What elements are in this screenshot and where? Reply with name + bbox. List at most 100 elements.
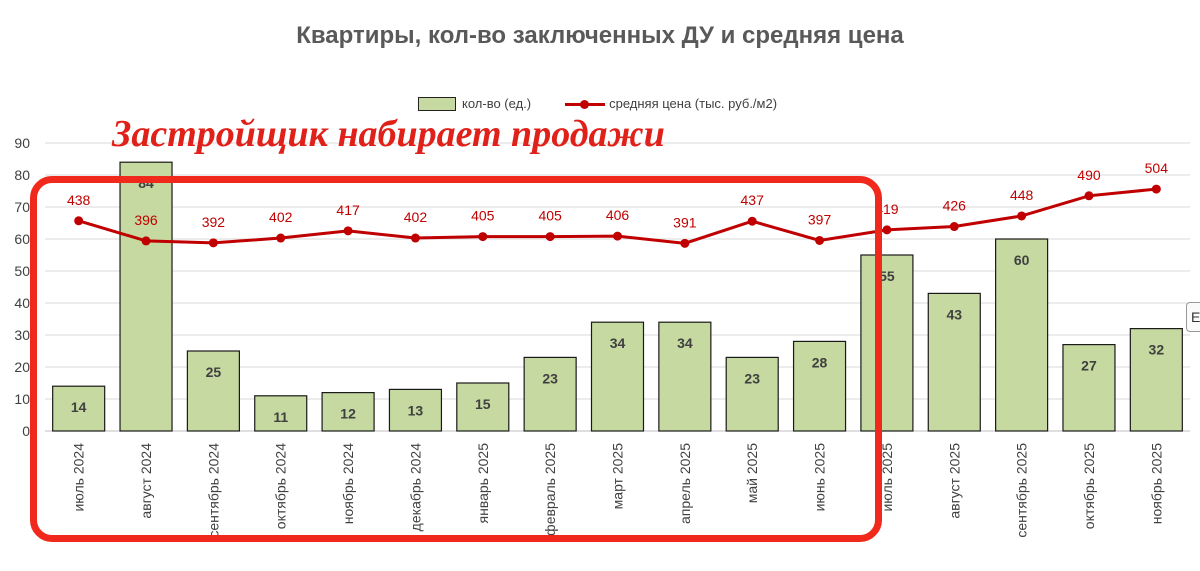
price-label: 417 [336, 202, 360, 218]
price-point [815, 235, 825, 245]
y-tick-label: 0 [22, 423, 30, 439]
bar-label: 55 [879, 268, 895, 284]
bar-label: 11 [273, 409, 288, 425]
x-tick-label: июль 2025 [879, 443, 895, 512]
x-tick-label: июль 2024 [71, 443, 87, 512]
x-tick-label: июнь 2025 [812, 443, 828, 512]
legend-item-line: средняя цена (тыс. руб./м2) [565, 96, 777, 111]
price-point [949, 222, 959, 232]
price-label: 426 [943, 198, 967, 214]
y-tick-label: 30 [14, 327, 30, 343]
side-button[interactable]: E [1186, 302, 1200, 332]
x-tick-label: апрель 2025 [677, 443, 693, 524]
price-point [141, 236, 151, 246]
bar [1062, 344, 1116, 432]
bar [119, 161, 173, 432]
price-label: 396 [134, 212, 158, 228]
x-tick-label: сентябрь 2024 [205, 443, 221, 538]
bar [456, 382, 510, 432]
x-tick-label: ноябрь 2025 [1148, 443, 1164, 524]
bar-label: 15 [475, 396, 491, 412]
y-tick-label: 50 [14, 263, 30, 279]
y-tick-label: 40 [14, 295, 30, 311]
x-tick-label: октябрь 2024 [273, 443, 289, 529]
y-tick-label: 60 [14, 231, 30, 247]
price-label: 448 [1010, 187, 1034, 203]
price-label: 437 [741, 192, 765, 208]
bar [523, 356, 577, 432]
x-tick-label: ноябрь 2024 [340, 443, 356, 524]
price-label: 406 [606, 207, 630, 223]
bar-label: 23 [744, 370, 760, 386]
bar-label: 23 [542, 370, 558, 386]
price-point [478, 232, 488, 242]
chart-legend: кол-во (ед.) средняя цена (тыс. руб./м2) [418, 96, 811, 111]
x-tick-label: декабрь 2024 [407, 443, 423, 532]
bar-label: 60 [1014, 252, 1030, 268]
price-point [545, 232, 555, 242]
bar [388, 388, 443, 432]
bar [321, 392, 375, 432]
price-point [276, 233, 286, 243]
price-label: 391 [673, 214, 697, 230]
price-point [1017, 211, 1027, 221]
y-tick-label: 70 [14, 199, 30, 215]
price-point [882, 225, 892, 235]
bar [860, 254, 914, 432]
price-point [74, 216, 84, 226]
x-tick-label: январь 2025 [475, 443, 491, 524]
y-tick-label: 80 [14, 167, 30, 183]
bar [927, 292, 981, 432]
bar [254, 395, 308, 432]
x-tick-label: март 2025 [610, 443, 626, 510]
bar-label: 27 [1081, 358, 1097, 374]
bar [725, 356, 779, 432]
price-label: 402 [404, 209, 428, 225]
price-point [680, 238, 690, 248]
y-tick-label: 90 [14, 135, 30, 151]
bar-label: 14 [71, 399, 87, 415]
price-label: 405 [538, 208, 562, 224]
x-tick-label: август 2025 [946, 443, 962, 519]
y-tick-label: 20 [14, 359, 30, 375]
legend-swatch-line [565, 97, 606, 111]
x-tick-label: август 2024 [138, 443, 154, 519]
price-label: 504 [1145, 160, 1169, 176]
bar-label: 13 [408, 402, 424, 418]
bar [995, 238, 1049, 432]
price-point [613, 231, 622, 241]
bar-label: 43 [946, 306, 962, 322]
bar-label: 25 [206, 364, 222, 380]
highlight-frame [30, 176, 882, 542]
price-label: 392 [202, 214, 226, 230]
legend-item-bars: кол-во (ед.) [418, 96, 531, 111]
bar-label: 12 [340, 406, 356, 422]
bar-label: 34 [610, 335, 626, 351]
x-tick-label: октябрь 2025 [1081, 443, 1097, 529]
chart-annotation: Застройщик набирает продажи [112, 113, 665, 155]
bar-label: 28 [812, 354, 828, 370]
legend-swatch-bars [418, 96, 456, 111]
price-point [1084, 191, 1094, 201]
price-point [410, 233, 420, 243]
bar [1129, 328, 1183, 432]
x-tick-label: сентябрь 2025 [1014, 443, 1030, 538]
price-point [343, 226, 353, 236]
price-label: 402 [269, 209, 293, 225]
price-point [747, 216, 757, 226]
x-tick-label: май 2025 [744, 443, 760, 503]
bar [186, 350, 240, 432]
price-label: 490 [1077, 167, 1101, 183]
price-point [1151, 184, 1161, 194]
bar [792, 340, 847, 432]
bar-label: 32 [1149, 342, 1165, 358]
bar [590, 321, 645, 432]
price-point [208, 238, 218, 248]
x-tick-label: февраль 2025 [542, 443, 558, 536]
legend-label-bars: кол-во (ед.) [462, 96, 532, 111]
legend-label-line: средняя цена (тыс. руб./м2) [609, 96, 778, 111]
chart-title: Квартиры, кол-во заключенных ДУ и средня… [296, 22, 904, 49]
bar [52, 385, 106, 432]
bar-label: 34 [677, 335, 693, 351]
